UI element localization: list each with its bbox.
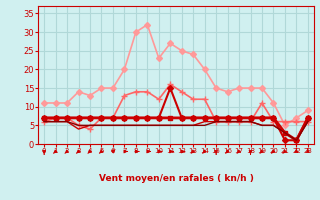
X-axis label: Vent moyen/en rafales ( kn/h ): Vent moyen/en rafales ( kn/h ) bbox=[99, 174, 253, 183]
